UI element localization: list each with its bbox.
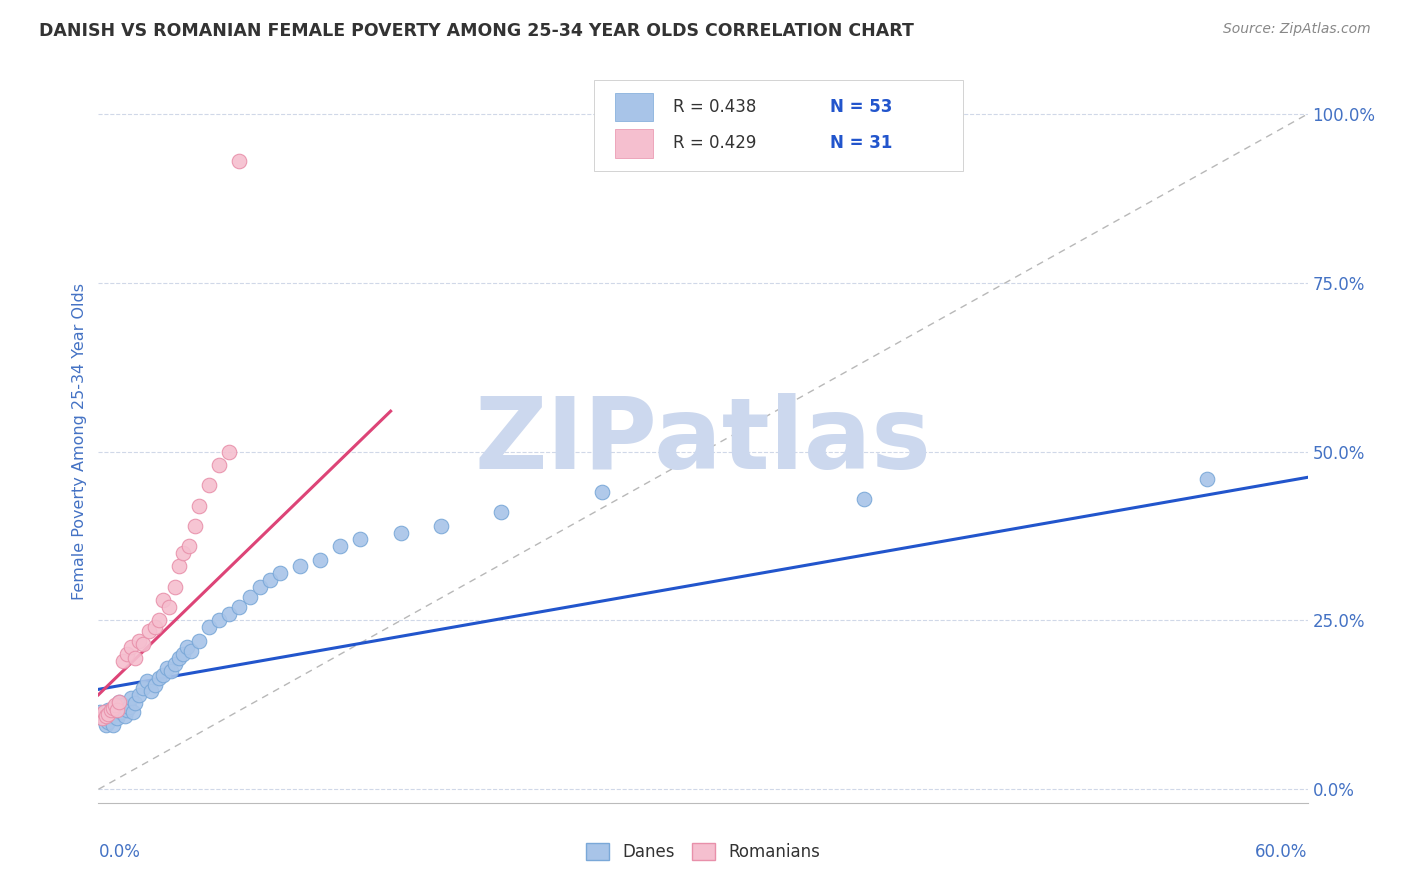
FancyBboxPatch shape	[614, 128, 654, 158]
Point	[132, 681, 155, 695]
Y-axis label: Female Poverty Among 25-34 Year Olds: Female Poverty Among 25-34 Year Olds	[72, 283, 87, 600]
Point	[105, 703, 128, 717]
Text: R = 0.438: R = 0.438	[672, 98, 756, 116]
Point	[179, 539, 201, 553]
Point	[101, 706, 124, 721]
Point	[184, 519, 207, 533]
Point	[120, 640, 142, 655]
Point	[152, 593, 174, 607]
Point	[93, 705, 115, 719]
Point	[208, 458, 231, 472]
Point	[239, 590, 262, 604]
Point	[430, 519, 453, 533]
Point	[114, 709, 136, 723]
Point	[167, 559, 190, 574]
Point	[101, 718, 124, 732]
Point	[100, 709, 122, 723]
Point	[188, 499, 211, 513]
Point	[138, 624, 160, 638]
Point	[853, 491, 876, 506]
Text: R = 0.429: R = 0.429	[672, 134, 756, 153]
Point	[143, 678, 166, 692]
Point	[309, 552, 332, 566]
Point	[188, 633, 211, 648]
Point	[89, 705, 111, 719]
Point	[349, 533, 371, 547]
Point	[111, 698, 134, 712]
Point	[148, 614, 170, 628]
Point	[228, 154, 250, 169]
Point	[115, 647, 138, 661]
Point	[101, 701, 124, 715]
Point	[91, 711, 114, 725]
Text: Source: ZipAtlas.com: Source: ZipAtlas.com	[1223, 22, 1371, 37]
Point	[128, 633, 150, 648]
Legend: Danes, Romanians: Danes, Romanians	[579, 836, 827, 868]
Point	[157, 599, 180, 614]
Point	[121, 705, 143, 719]
Point	[89, 708, 111, 723]
Point	[228, 599, 250, 614]
Point	[167, 650, 190, 665]
Point	[208, 614, 231, 628]
Point	[96, 718, 118, 732]
Point	[491, 505, 513, 519]
Text: N = 53: N = 53	[830, 98, 893, 116]
Point	[111, 654, 134, 668]
Point	[143, 620, 166, 634]
Point	[135, 674, 157, 689]
Point	[128, 688, 150, 702]
Point	[249, 580, 271, 594]
Point	[91, 711, 114, 725]
Point	[132, 637, 155, 651]
Point	[148, 671, 170, 685]
Point	[124, 696, 146, 710]
FancyBboxPatch shape	[614, 93, 654, 121]
FancyBboxPatch shape	[595, 80, 963, 170]
Point	[218, 444, 240, 458]
Point	[591, 485, 613, 500]
Point	[163, 657, 186, 672]
Text: N = 31: N = 31	[830, 134, 893, 153]
Point	[100, 703, 122, 717]
Point	[180, 644, 202, 658]
Point	[115, 703, 138, 717]
Point	[105, 711, 128, 725]
Point	[118, 700, 141, 714]
Point	[152, 667, 174, 681]
Point	[218, 607, 240, 621]
Point	[329, 539, 352, 553]
Point	[198, 478, 221, 492]
Point	[172, 647, 194, 661]
Point	[103, 701, 125, 715]
Point	[172, 546, 194, 560]
Point	[269, 566, 291, 581]
Point	[97, 714, 120, 729]
Point	[93, 708, 115, 723]
Point	[259, 573, 281, 587]
Point	[96, 709, 118, 723]
Text: ZIPatlas: ZIPatlas	[475, 393, 931, 490]
Point	[198, 620, 221, 634]
Point	[160, 664, 183, 678]
Point	[1195, 472, 1218, 486]
Point	[176, 640, 198, 655]
Point	[107, 694, 129, 708]
Point	[97, 703, 120, 717]
Point	[163, 580, 186, 594]
Point	[389, 525, 412, 540]
Point	[124, 650, 146, 665]
Text: DANISH VS ROMANIAN FEMALE POVERTY AMONG 25-34 YEAR OLDS CORRELATION CHART: DANISH VS ROMANIAN FEMALE POVERTY AMONG …	[39, 22, 914, 40]
Point	[110, 705, 132, 719]
Point	[156, 661, 179, 675]
Text: 0.0%: 0.0%	[98, 843, 141, 861]
Point	[288, 559, 311, 574]
Point	[103, 698, 125, 712]
Text: 60.0%: 60.0%	[1256, 843, 1308, 861]
Point	[120, 691, 142, 706]
Point	[107, 694, 129, 708]
Point	[97, 706, 120, 721]
Point	[139, 684, 162, 698]
